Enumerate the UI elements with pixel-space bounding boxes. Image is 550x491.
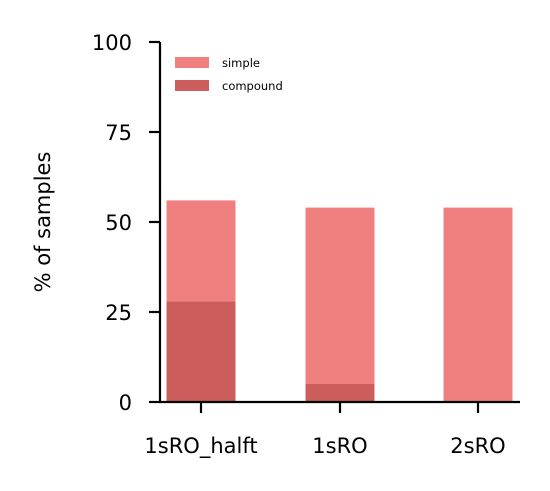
legend-label-simple: simple xyxy=(222,56,260,70)
x-tick-label-0: 1sRO_halft xyxy=(144,434,257,459)
bars-group xyxy=(166,200,513,402)
y-tick-label-3: 75 xyxy=(105,121,132,145)
bar-compound-0 xyxy=(166,301,236,402)
bar-simple-0 xyxy=(166,200,236,302)
y-tick-label-4: 100 xyxy=(92,31,132,55)
x-tick-label-2: 2sRO xyxy=(450,434,505,458)
y-tick-label-1: 25 xyxy=(105,301,132,325)
legend-swatch-compound xyxy=(175,80,209,91)
legend: simple compound xyxy=(175,56,283,93)
y-axis-label: % of samples xyxy=(31,152,55,293)
x-ticks-group: 1sRO_halft 1sRO 2sRO xyxy=(144,402,506,459)
bar-simple-1 xyxy=(305,207,375,384)
bar-compound-1 xyxy=(305,384,375,402)
y-tick-label-0: 0 xyxy=(119,391,132,415)
legend-label-compound: compound xyxy=(222,79,283,93)
y-tick-label-2: 50 xyxy=(105,211,132,235)
bar-simple-2 xyxy=(443,207,513,402)
legend-swatch-simple xyxy=(175,57,209,68)
y-ticks-group: 0 25 50 75 100 xyxy=(92,31,160,415)
x-tick-label-1: 1sRO xyxy=(312,434,367,458)
